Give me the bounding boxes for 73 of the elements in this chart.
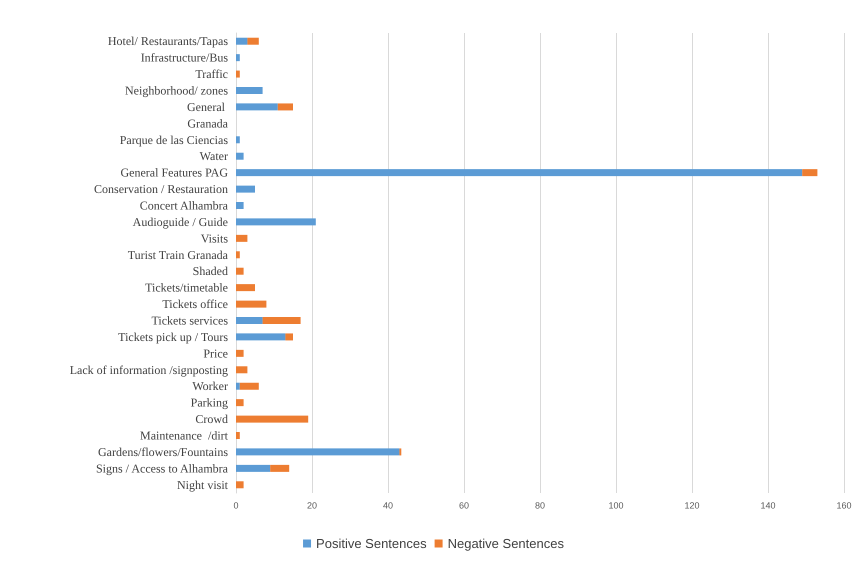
y-tick-label: Shaded — [192, 264, 228, 278]
y-tick-label: Parking — [190, 396, 228, 410]
bar — [236, 300, 266, 308]
y-tick-label: General — [187, 100, 228, 114]
bar — [236, 152, 244, 160]
bar — [236, 432, 240, 439]
y-tick-label: Water — [200, 149, 228, 164]
y-tick-label: Infrastructure/Bus — [140, 50, 228, 65]
bar — [236, 54, 240, 62]
bar — [236, 87, 263, 94]
bar — [236, 103, 278, 110]
bar — [236, 382, 240, 390]
x-tick-label: 100 — [608, 500, 624, 510]
bar — [236, 317, 263, 324]
bar — [802, 169, 818, 176]
bar — [236, 366, 248, 374]
legend-label: Positive Sentences — [316, 536, 428, 551]
y-tick-label: Gardens/flowers/Fountains — [98, 444, 228, 459]
y-tick-label: Signs / Access to Alhambra — [96, 461, 229, 476]
y-tick-label: Parque de las Ciencias — [120, 132, 228, 147]
bar — [236, 350, 244, 357]
bar — [285, 333, 293, 340]
bar — [270, 464, 290, 472]
y-tick-label: Neighborhood/ zones — [125, 84, 228, 98]
bar — [236, 448, 400, 456]
bar — [236, 416, 308, 423]
y-tick-label: Concert Alhambra — [140, 198, 229, 212]
bar — [236, 284, 255, 292]
y-tick-label: General Features PAG — [120, 166, 228, 180]
bar — [236, 268, 244, 275]
x-tick-label: 160 — [836, 500, 852, 510]
bar — [236, 234, 248, 242]
bar — [236, 169, 802, 176]
y-tick-label: Tickets office — [162, 297, 228, 312]
y-tick-label: Tickets/timetable — [145, 280, 228, 295]
x-tick-label: 20 — [306, 500, 318, 510]
y-tick-label: Lack of information /signposting — [70, 362, 228, 377]
bar — [240, 382, 259, 390]
y-tick-label: Visits — [200, 231, 228, 246]
x-tick-label: 80 — [534, 500, 546, 510]
bar — [278, 103, 293, 110]
x-tick-label: 0 — [233, 500, 239, 510]
y-tick-label: Price — [203, 346, 228, 360]
y-tick-label: Worker — [192, 379, 228, 394]
y-tick-label: Tickets pick up / Tours — [118, 330, 228, 344]
x-tick-label: 60 — [458, 500, 470, 510]
bar — [236, 70, 240, 78]
bar — [236, 186, 255, 193]
bar — [236, 481, 244, 488]
y-tick-label: Granada — [187, 116, 229, 130]
y-tick-label: Audioguide / Guide — [132, 214, 228, 229]
bar — [262, 317, 301, 324]
bar — [236, 136, 240, 144]
bar — [236, 38, 248, 45]
x-tick-label: 140 — [760, 500, 776, 510]
x-tick-label: 120 — [684, 500, 700, 510]
bar — [236, 464, 270, 472]
bar — [236, 399, 244, 406]
bar — [236, 202, 244, 209]
y-tick-label: Conservation / Restauration — [94, 182, 228, 196]
y-tick-label: Hotel/ Restaurants/Tapas — [108, 34, 228, 48]
y-tick-label: Maintenance /dirt — [140, 428, 229, 442]
bar — [247, 38, 259, 45]
bar — [236, 218, 316, 226]
y-tick-label: Traffic — [195, 67, 228, 82]
y-tick-label: Crowd — [195, 412, 228, 426]
y-tick-label: Turist Train Granada — [128, 248, 229, 262]
x-tick-label: 40 — [382, 500, 394, 510]
y-tick-label: Tickets services — [151, 314, 228, 328]
bar — [236, 251, 240, 258]
legend-label: Negative Sentences — [448, 536, 564, 551]
bar — [236, 333, 286, 340]
y-tick-label: Night visit — [176, 478, 229, 492]
